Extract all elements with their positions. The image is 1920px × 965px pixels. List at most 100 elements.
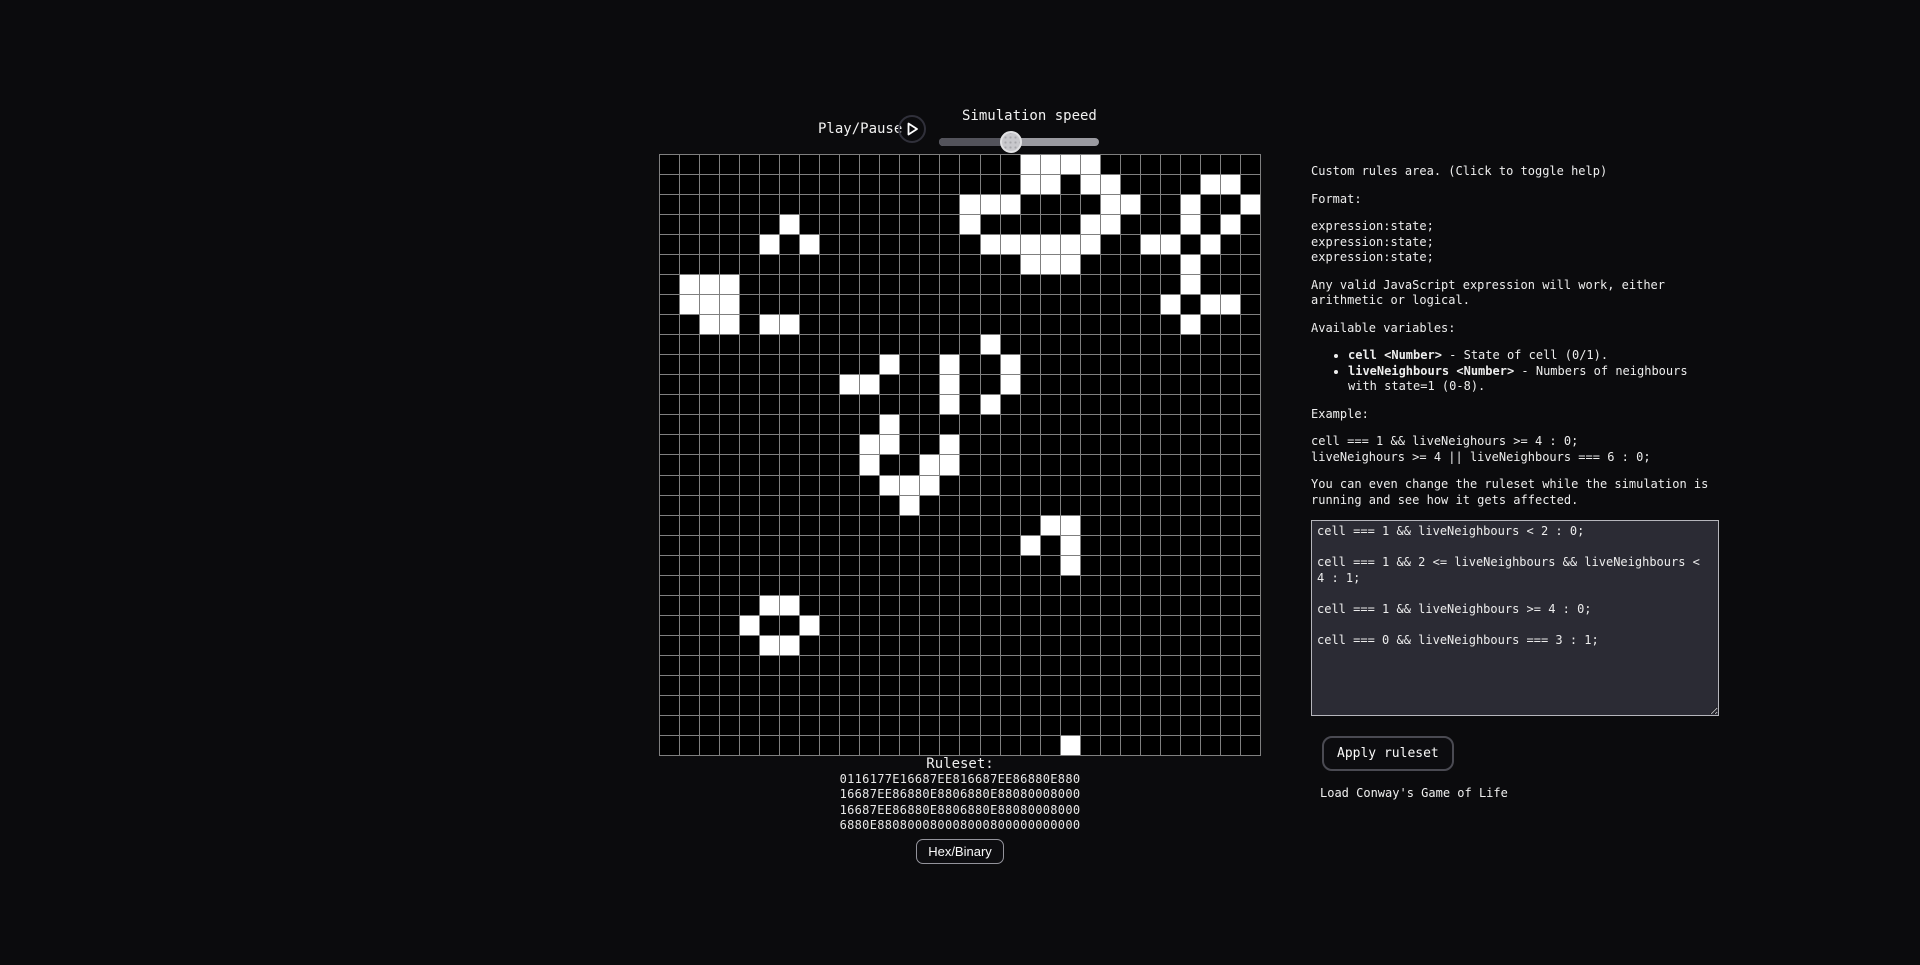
grid-cell[interactable] (920, 295, 940, 315)
grid-cell[interactable] (1160, 355, 1180, 375)
grid-cell[interactable] (1120, 375, 1140, 395)
grid-cell[interactable] (900, 255, 920, 275)
grid-cell[interactable] (1220, 535, 1240, 555)
grid-cell[interactable] (960, 635, 980, 655)
grid-cell[interactable] (1160, 655, 1180, 675)
grid-cell[interactable] (1060, 155, 1080, 175)
grid-cell[interactable] (780, 215, 800, 235)
grid-cell[interactable] (740, 675, 760, 695)
grid-cell[interactable] (680, 195, 700, 215)
grid-cell[interactable] (680, 675, 700, 695)
grid-cell[interactable] (740, 515, 760, 535)
grid-cell[interactable] (820, 235, 840, 255)
grid-cell[interactable] (800, 215, 820, 235)
grid-cell[interactable] (1100, 575, 1120, 595)
grid-cell[interactable] (840, 195, 860, 215)
grid-cell[interactable] (980, 275, 1000, 295)
grid-cell[interactable] (920, 675, 940, 695)
grid-cell[interactable] (680, 295, 700, 315)
grid-cell[interactable] (1140, 375, 1160, 395)
grid-cell[interactable] (1160, 395, 1180, 415)
grid-cell[interactable] (840, 375, 860, 395)
grid-cell[interactable] (1100, 415, 1120, 435)
grid-cell[interactable] (1160, 615, 1180, 635)
grid-cell[interactable] (1120, 235, 1140, 255)
grid-cell[interactable] (820, 355, 840, 375)
grid-cell[interactable] (1200, 475, 1220, 495)
grid-cell[interactable] (1000, 235, 1020, 255)
grid-cell[interactable] (1240, 495, 1260, 515)
grid-cell[interactable] (1220, 575, 1240, 595)
grid-cell[interactable] (660, 655, 680, 675)
grid-cell[interactable] (720, 615, 740, 635)
grid-cell[interactable] (680, 415, 700, 435)
grid-cell[interactable] (700, 595, 720, 615)
grid-cell[interactable] (880, 375, 900, 395)
grid-cell[interactable] (780, 715, 800, 735)
grid-cell[interactable] (1100, 355, 1120, 375)
grid-cell[interactable] (880, 335, 900, 355)
grid-cell[interactable] (900, 315, 920, 335)
grid-cell[interactable] (1100, 555, 1120, 575)
grid-cell[interactable] (1220, 215, 1240, 235)
grid-cell[interactable] (700, 215, 720, 235)
grid-cell[interactable] (700, 295, 720, 315)
grid-cell[interactable] (760, 295, 780, 315)
grid-cell[interactable] (1140, 555, 1160, 575)
grid-cell[interactable] (980, 575, 1000, 595)
grid-cell[interactable] (780, 675, 800, 695)
grid-cell[interactable] (1220, 375, 1240, 395)
grid-cell[interactable] (760, 255, 780, 275)
grid-cell[interactable] (720, 655, 740, 675)
grid-cell[interactable] (1040, 475, 1060, 495)
grid-cell[interactable] (1120, 255, 1140, 275)
grid-cell[interactable] (1000, 495, 1020, 515)
grid-cell[interactable] (1080, 395, 1100, 415)
grid-cell[interactable] (1240, 555, 1260, 575)
grid-cell[interactable] (800, 495, 820, 515)
grid-cell[interactable] (900, 215, 920, 235)
grid-cell[interactable] (1200, 315, 1220, 335)
grid-cell[interactable] (880, 475, 900, 495)
grid-cell[interactable] (980, 255, 1000, 275)
grid-cell[interactable] (920, 275, 940, 295)
grid-cell[interactable] (1200, 555, 1220, 575)
grid-cell[interactable] (900, 695, 920, 715)
grid-cell[interactable] (1020, 735, 1040, 755)
grid-cell[interactable] (1240, 575, 1260, 595)
grid-cell[interactable] (1140, 515, 1160, 535)
grid-cell[interactable] (800, 155, 820, 175)
grid-cell[interactable] (1080, 415, 1100, 435)
grid-cell[interactable] (680, 575, 700, 595)
grid-cell[interactable] (980, 655, 1000, 675)
grid-cell[interactable] (1180, 735, 1200, 755)
grid-cell[interactable] (1060, 695, 1080, 715)
grid-cell[interactable] (940, 455, 960, 475)
grid-cell[interactable] (940, 275, 960, 295)
grid-cell[interactable] (1020, 155, 1040, 175)
grid-cell[interactable] (760, 475, 780, 495)
grid-cell[interactable] (1080, 555, 1100, 575)
grid-cell[interactable] (660, 675, 680, 695)
grid-cell[interactable] (1220, 515, 1240, 535)
grid-cell[interactable] (1180, 395, 1200, 415)
grid-cell[interactable] (1020, 555, 1040, 575)
grid-cell[interactable] (860, 675, 880, 695)
grid-cell[interactable] (1220, 195, 1240, 215)
grid-cell[interactable] (940, 195, 960, 215)
grid-cell[interactable] (1120, 515, 1140, 535)
grid-cell[interactable] (1140, 475, 1160, 495)
grid-cell[interactable] (740, 355, 760, 375)
grid-cell[interactable] (1140, 155, 1160, 175)
grid-cell[interactable] (900, 535, 920, 555)
grid-cell[interactable] (1240, 475, 1260, 495)
grid-cell[interactable] (1040, 575, 1060, 595)
grid-cell[interactable] (1020, 175, 1040, 195)
grid-cell[interactable] (700, 195, 720, 215)
grid-cell[interactable] (660, 355, 680, 375)
grid-cell[interactable] (1100, 495, 1120, 515)
grid-cell[interactable] (940, 535, 960, 555)
grid-cell[interactable] (1240, 395, 1260, 415)
grid-cell[interactable] (1220, 475, 1240, 495)
grid-cell[interactable] (940, 495, 960, 515)
